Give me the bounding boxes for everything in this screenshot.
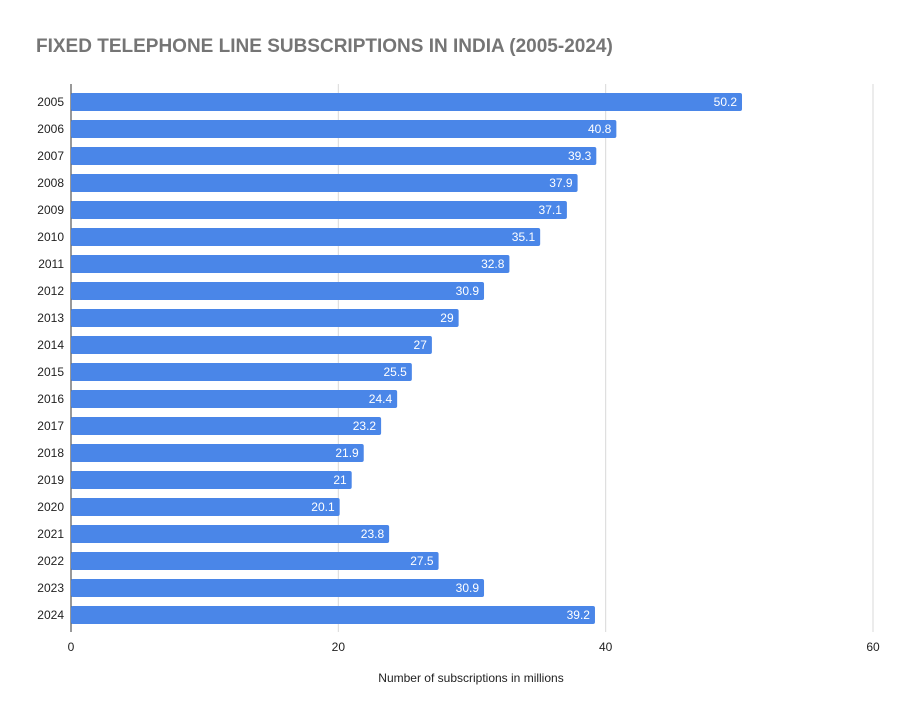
y-tick-label: 2009 — [37, 203, 64, 217]
bar — [71, 93, 743, 111]
data-label: 29 — [440, 311, 454, 325]
data-label: 35.1 — [512, 230, 536, 244]
bar — [71, 552, 439, 570]
y-axis-tick-labels: 2005 2006 2007 2008 2009 2010 2011 2012 2013 2014… — [37, 95, 64, 622]
y-tick-label: 2014 — [37, 338, 64, 352]
bar — [71, 363, 412, 381]
data-label: 27 — [414, 338, 428, 352]
y-tick-label: 2017 — [37, 419, 64, 433]
y-tick-label: 2020 — [37, 500, 64, 514]
y-tick-label: 2007 — [37, 149, 64, 163]
y-tick-label: 2006 — [37, 122, 64, 136]
data-label: 37.9 — [549, 176, 573, 190]
x-axis-tick-labels: 0 20 40 60 — [68, 640, 880, 654]
bar — [71, 174, 578, 192]
data-label: 20.1 — [311, 500, 335, 514]
y-tick-label: 2008 — [37, 176, 64, 190]
x-axis-title: Number of subscriptions in millions — [378, 671, 563, 685]
data-label: 50.2 — [714, 95, 738, 109]
y-tick-label: 2015 — [37, 365, 64, 379]
y-tick-label: 2012 — [37, 284, 64, 298]
y-tick-label: 2018 — [37, 446, 64, 460]
data-label: 25.5 — [383, 365, 407, 379]
bar — [71, 498, 340, 516]
bar — [71, 606, 595, 624]
y-tick-label: 2010 — [37, 230, 64, 244]
bar — [71, 471, 352, 489]
x-tick-label: 0 — [68, 640, 75, 654]
bar — [71, 255, 510, 273]
data-label: 23.2 — [353, 419, 377, 433]
y-tick-label: 2021 — [37, 527, 64, 541]
y-tick-label: 2019 — [37, 473, 64, 487]
y-tick-label: 2016 — [37, 392, 64, 406]
data-label: 40.8 — [588, 122, 612, 136]
bar — [71, 336, 432, 354]
data-label: 30.9 — [456, 581, 480, 595]
data-label: 23.8 — [361, 527, 385, 541]
gridlines — [70, 84, 874, 632]
y-tick-label: 2022 — [37, 554, 64, 568]
data-label: 30.9 — [456, 284, 480, 298]
bar — [71, 579, 485, 597]
bar — [71, 309, 459, 327]
bar — [71, 390, 398, 408]
y-tick-label: 2023 — [37, 581, 64, 595]
chart-title: FIXED TELEPHONE LINE SUBSCRIPTIONS IN IN… — [36, 36, 613, 57]
y-tick-label: 2024 — [37, 608, 64, 622]
bar — [71, 417, 382, 435]
data-label: 39.2 — [567, 608, 591, 622]
bar — [71, 201, 567, 219]
data-labels: 50.240.839.337.937.135.132.830.9292725.5… — [311, 95, 737, 622]
data-label: 27.5 — [410, 554, 434, 568]
bar — [71, 525, 390, 543]
x-tick-label: 40 — [599, 640, 613, 654]
bar — [71, 282, 485, 300]
y-tick-label: 2013 — [37, 311, 64, 325]
data-label: 21 — [333, 473, 347, 487]
x-tick-label: 20 — [332, 640, 346, 654]
bar — [71, 444, 364, 462]
bar — [71, 228, 541, 246]
bars — [71, 93, 743, 624]
data-label: 24.4 — [369, 392, 393, 406]
data-label: 39.3 — [568, 149, 592, 163]
y-tick-label: 2005 — [37, 95, 64, 109]
y-tick-label: 2011 — [38, 257, 64, 271]
data-label: 37.1 — [539, 203, 563, 217]
data-label: 32.8 — [481, 257, 505, 271]
bar — [71, 147, 597, 165]
data-label: 21.9 — [335, 446, 359, 460]
x-tick-label: 60 — [866, 640, 880, 654]
bar — [71, 120, 617, 138]
